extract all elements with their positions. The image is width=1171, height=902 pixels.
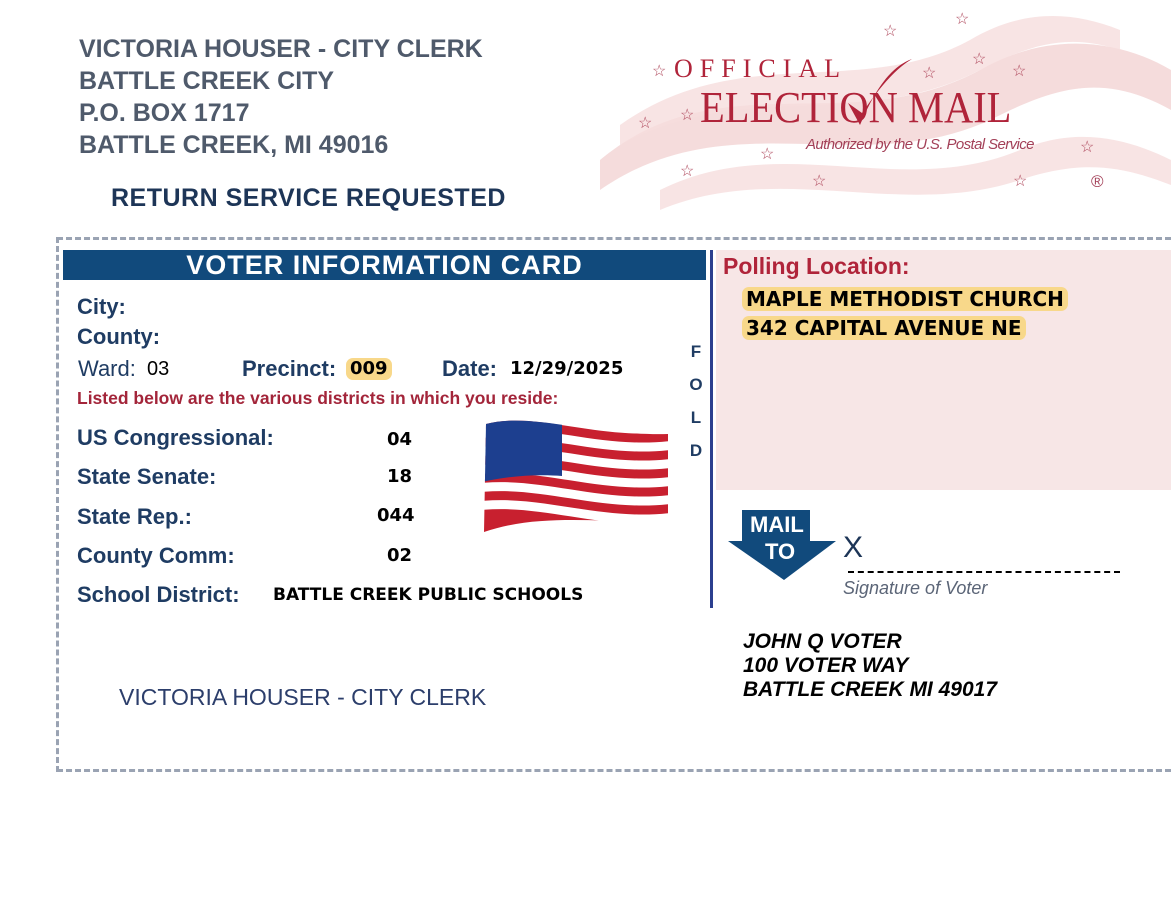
district-label: US Congressional: bbox=[77, 425, 274, 450]
checkmark-icon bbox=[848, 59, 912, 125]
county-label: County: bbox=[77, 324, 161, 349]
district-value: 04 bbox=[387, 429, 413, 450]
return-service-requested: RETURN SERVICE REQUESTED bbox=[111, 184, 506, 212]
district-value: 02 bbox=[387, 545, 413, 566]
district-label: School District: bbox=[77, 582, 240, 607]
registered-mark: ® bbox=[1091, 172, 1104, 191]
fold-divider bbox=[710, 250, 713, 608]
star-icon: ☆ bbox=[760, 146, 775, 163]
ward-label: Ward: bbox=[78, 356, 136, 381]
return-address-line: P.O. BOX 1717 bbox=[79, 99, 250, 127]
voter-address-line: BATTLE CREEK MI 49017 bbox=[743, 678, 997, 701]
star-icon: ☆ bbox=[680, 107, 695, 124]
cut-line-bottom bbox=[57, 769, 1171, 772]
district-label: County Comm: bbox=[77, 543, 235, 568]
official-election-mail-logo: ☆ ☆ ☆ ☆ ☆ ☆ ☆ ☆ ☆ ☆ ☆ ☆ ☆ OFFICIAL ELECT… bbox=[600, 0, 1171, 220]
fold-letter: L bbox=[690, 408, 702, 427]
district-value: 18 bbox=[387, 466, 413, 487]
star-icon: ☆ bbox=[972, 51, 987, 68]
logo-authorized-text: Authorized by the U.S. Postal Service bbox=[806, 136, 1035, 153]
american-flag-icon bbox=[484, 420, 668, 533]
districts-intro: Listed below are the various districts i… bbox=[77, 388, 559, 408]
signature-line[interactable] bbox=[848, 571, 1120, 573]
cut-line-top bbox=[57, 237, 1171, 240]
mail-to-line2: TO bbox=[765, 539, 796, 564]
star-icon: ☆ bbox=[1013, 173, 1028, 190]
star-icon: ☆ bbox=[1012, 63, 1027, 80]
star-icon: ☆ bbox=[812, 173, 827, 190]
precinct-label: Precinct: bbox=[242, 356, 337, 381]
voter-address-line: JOHN Q VOTER bbox=[743, 630, 902, 653]
polling-location-box bbox=[716, 250, 1171, 490]
mail-to-arrow-icon bbox=[728, 510, 836, 580]
polling-address: 342 CAPITAL AVENUE NE bbox=[742, 316, 1026, 340]
polling-name-text: MAPLE METHODIST CHURCH bbox=[742, 287, 1068, 311]
polling-address-text: 342 CAPITAL AVENUE NE bbox=[742, 316, 1026, 340]
star-icon: ☆ bbox=[922, 65, 937, 82]
mail-to-line1: MAIL bbox=[750, 512, 804, 537]
polling-location-label: Polling Location: bbox=[723, 253, 910, 279]
voter-address-line: 100 VOTER WAY bbox=[743, 654, 909, 677]
date-value: 12/29/2025 bbox=[510, 358, 624, 379]
return-address-line: BATTLE CREEK CITY bbox=[79, 67, 335, 95]
star-icon: ☆ bbox=[883, 23, 898, 40]
fold-letter: D bbox=[689, 441, 703, 460]
star-icon: ☆ bbox=[680, 163, 695, 180]
polling-name: MAPLE METHODIST CHURCH bbox=[742, 287, 1068, 311]
ward-value: 03 bbox=[147, 358, 170, 380]
signature-x: X bbox=[843, 531, 864, 564]
district-label: State Senate: bbox=[77, 464, 217, 489]
fold-letter: O bbox=[689, 375, 703, 394]
city-label: City: bbox=[77, 294, 126, 319]
logo-election-mail-text: ELECTION MAIL bbox=[700, 83, 1012, 132]
district-value: 044 bbox=[377, 505, 415, 526]
return-address-line: BATTLE CREEK, MI 49016 bbox=[79, 131, 389, 159]
star-icon: ☆ bbox=[638, 115, 653, 132]
signature-label: Signature of Voter bbox=[843, 578, 988, 598]
district-value: BATTLE CREEK PUBLIC SCHOOLS bbox=[273, 585, 584, 605]
clerk-signature: VICTORIA HOUSER - CITY CLERK bbox=[119, 684, 487, 710]
fold-letter: F bbox=[690, 342, 702, 361]
return-address-line: VICTORIA HOUSER - CITY CLERK bbox=[79, 35, 483, 63]
star-icon: ☆ bbox=[652, 63, 667, 80]
precinct-value: 009 bbox=[346, 358, 392, 380]
flag-wave-icon bbox=[600, 16, 1171, 210]
card-title-banner: VOTER INFORMATION CARD bbox=[63, 250, 706, 280]
star-icon: ☆ bbox=[1080, 139, 1095, 156]
district-label: State Rep.: bbox=[77, 504, 192, 529]
star-icon: ☆ bbox=[955, 11, 970, 28]
cut-line-left bbox=[56, 237, 59, 772]
logo-official-text: OFFICIAL bbox=[674, 54, 848, 83]
date-label: Date: bbox=[442, 356, 498, 381]
